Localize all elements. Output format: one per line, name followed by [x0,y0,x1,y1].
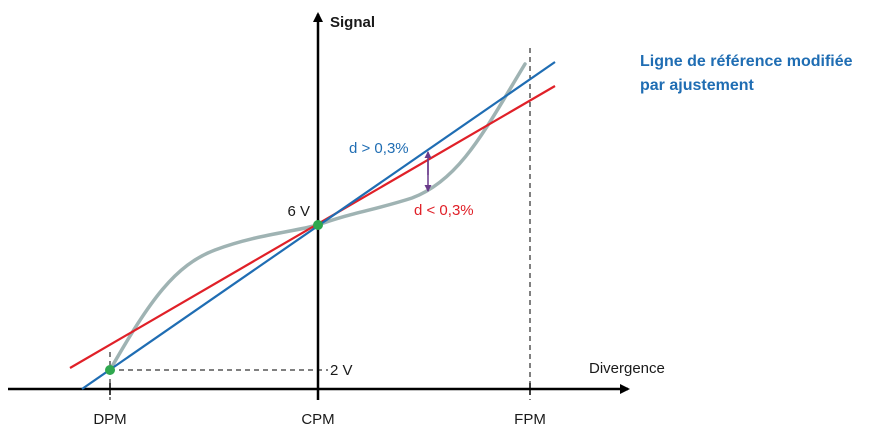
calibration-point-low [105,365,115,375]
y-axis-label: Signal [330,14,375,31]
deviation-label-upper: d > 0,3% [349,140,409,157]
calibration-point-mid [313,220,323,230]
tick-label-cpm: CPM [301,411,334,428]
tick-label-fpm: FPM [514,411,546,428]
legend-line-2: par ajustement [640,77,754,94]
legend-line-1: Ligne de référence modifiée [640,53,853,70]
x-axis-label: Divergence [589,360,665,377]
level-label-mid: 6 V [287,203,310,220]
deviation-label-lower: d < 0,3% [414,202,474,219]
tick-label-dpm: DPM [93,411,126,428]
adjusted-reference-line [69,85,556,369]
level-label-low: 2 V [330,362,353,379]
legend-text: Ligne de référence modifiée par ajusteme… [640,50,888,98]
